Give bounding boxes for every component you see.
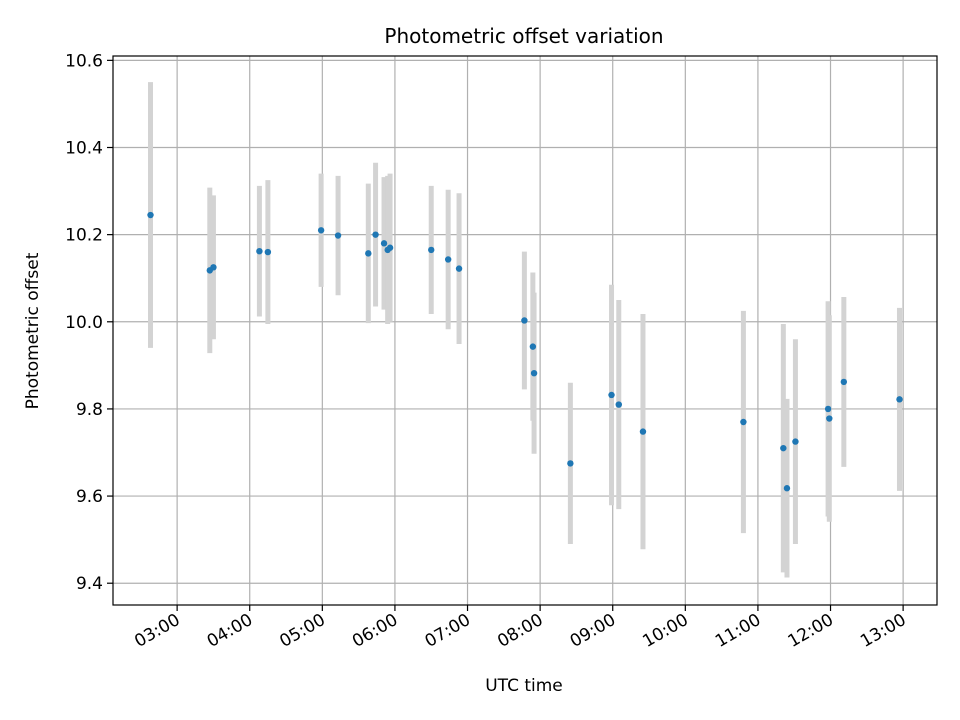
data-point [896, 396, 903, 403]
x-axis-label: UTC time [485, 676, 563, 696]
data-point [521, 317, 528, 324]
data-point [317, 227, 325, 234]
data-point [608, 391, 615, 399]
x-tick-label: 10:00 [639, 610, 691, 652]
y-tick-label: 10.2 [65, 226, 103, 246]
x-tick-label: 03:00 [131, 610, 183, 652]
y-tick-label: 9.4 [76, 574, 103, 594]
data-point [380, 240, 388, 247]
data-point [455, 265, 463, 272]
x-tick-label: 07:00 [422, 610, 474, 652]
data-point [840, 378, 848, 386]
data-point [264, 248, 272, 256]
data-point [334, 232, 342, 239]
x-tick-label: 06:00 [349, 610, 401, 652]
data-point [792, 438, 799, 445]
error-bars [148, 82, 902, 578]
data-point [428, 246, 435, 254]
x-tick-label: 08:00 [494, 610, 546, 652]
y-tick-label: 9.6 [76, 487, 103, 507]
data-point [567, 460, 574, 467]
data-point [386, 244, 394, 251]
data-point [639, 428, 647, 435]
y-tick-label: 9.8 [76, 400, 103, 420]
x-tick-label: 05:00 [276, 610, 328, 652]
data-points [147, 211, 903, 492]
data-point [529, 343, 537, 350]
data-point [615, 401, 622, 408]
data-point [530, 370, 538, 377]
data-point [783, 485, 791, 492]
data-point [256, 248, 263, 255]
y-tick-label: 10.4 [65, 139, 103, 159]
y-axis-label: Photometric offset [23, 252, 43, 409]
data-point [147, 211, 154, 219]
y-tick-label: 10.0 [65, 313, 103, 333]
x-tick-label: 04:00 [204, 610, 256, 652]
data-point [365, 250, 372, 257]
data-point [780, 444, 787, 452]
chart-title: Photometric offset variation [384, 24, 663, 48]
data-point [210, 264, 217, 271]
x-tick-label: 09:00 [567, 610, 619, 652]
plot-frame [112, 55, 938, 606]
data-point [824, 405, 832, 413]
grid-lines [113, 56, 937, 605]
data-point [372, 231, 379, 238]
y-tick-label: 10.6 [65, 51, 103, 71]
x-tick-label: 13:00 [857, 610, 909, 652]
x-tick-label: 12:00 [785, 610, 837, 652]
data-point [740, 418, 747, 426]
x-tick-label: 11:00 [712, 610, 764, 652]
data-point [444, 256, 452, 263]
data-point [826, 415, 833, 422]
